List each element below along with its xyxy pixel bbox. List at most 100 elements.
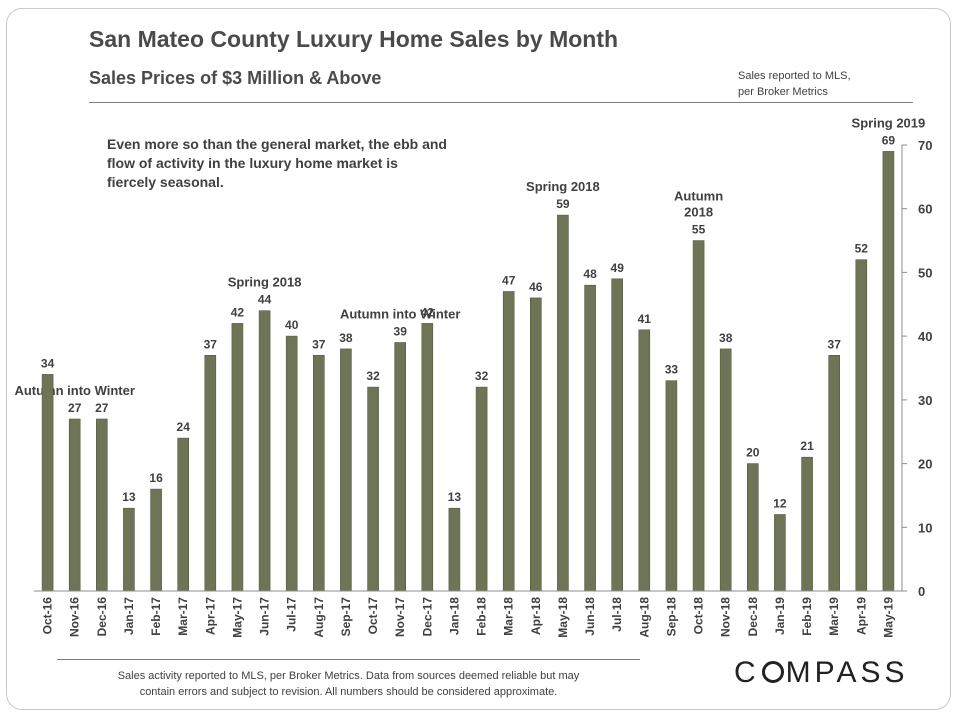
y-tick-label: 0 (918, 584, 925, 599)
bar (285, 335, 298, 592)
y-tick-label: 70 (918, 138, 932, 153)
x-tick-label: Nov-18 (719, 597, 733, 637)
bar (41, 374, 54, 592)
bar (611, 278, 624, 592)
data-label: 37 (204, 337, 218, 351)
y-tick-label: 60 (918, 202, 932, 217)
data-label: 52 (855, 242, 869, 256)
x-tick-label: Jun-18 (583, 597, 597, 636)
data-label: 46 (529, 280, 543, 294)
x-tick-label: Jul-18 (610, 597, 624, 632)
x-tick-label: Dec-16 (95, 597, 109, 637)
logo-text-end: MPASS (785, 656, 909, 689)
data-label: 55 (692, 223, 706, 237)
source-note-line: Sales reported to MLS, (738, 70, 851, 82)
annotation-label: Spring 2018 (526, 179, 600, 194)
x-tick-label: Jan-17 (122, 597, 136, 635)
data-label: 39 (394, 325, 408, 339)
x-tick-label: Oct-17 (366, 597, 380, 635)
data-label: 32 (475, 369, 489, 383)
bar (801, 456, 813, 592)
x-tick-label: Aug-17 (312, 597, 326, 638)
bar (774, 514, 786, 592)
data-label: 24 (177, 420, 191, 434)
x-tick-label: Aug-18 (637, 597, 651, 638)
bar (638, 329, 651, 592)
data-label: 12 (773, 497, 787, 511)
bar (828, 354, 841, 592)
bar (68, 418, 81, 592)
data-label: 59 (556, 197, 570, 211)
x-tick-label: May-18 (556, 597, 570, 638)
x-tick-label: Mar-18 (502, 597, 516, 636)
y-tick-label: 10 (918, 520, 932, 535)
data-label: 40 (285, 318, 299, 332)
bar (448, 507, 461, 592)
x-tick-label: Apr-17 (203, 597, 217, 635)
bar (557, 214, 569, 592)
annotation-label: Spring 2019 (852, 115, 926, 130)
x-tick-label: Jan-18 (447, 597, 461, 635)
x-tick-label: Jul-17 (285, 597, 299, 632)
x-tick-label: Sep-17 (339, 597, 353, 637)
data-label: 33 (665, 363, 679, 377)
bar (177, 437, 189, 592)
bar (96, 418, 108, 592)
chart-title: San Mateo County Luxury Home Sales by Mo… (89, 26, 619, 52)
data-label: 37 (828, 337, 842, 351)
x-tick-label: Nov-17 (393, 597, 407, 637)
slide-frame (6, 8, 951, 710)
data-label: 21 (800, 439, 814, 453)
bar (367, 386, 379, 592)
data-label: 32 (366, 369, 380, 383)
x-tick-label: Mar-19 (827, 597, 841, 636)
bar (719, 348, 732, 592)
x-tick-label: Feb-19 (800, 597, 814, 636)
x-tick-label: Feb-17 (149, 597, 163, 636)
footer-line: contain errors and subject to revision. … (139, 686, 558, 698)
annotation-label: 2018 (684, 205, 713, 220)
data-label: 13 (448, 490, 462, 504)
bar (421, 323, 434, 592)
x-tick-label: Oct-16 (41, 597, 55, 635)
x-tick-label: Oct-18 (692, 597, 706, 635)
bar (394, 342, 407, 592)
x-tick-label: Dec-17 (420, 597, 434, 637)
bar (746, 463, 759, 592)
bar (231, 323, 244, 592)
x-tick-label: Jan-19 (773, 597, 787, 635)
bar (204, 354, 217, 592)
data-label: 44 (258, 293, 272, 307)
annotation-label: Spring 2018 (228, 275, 302, 290)
annotation-label: Autumn into Winter (340, 307, 460, 322)
chart-subtitle: Sales Prices of $3 Million & Above (89, 68, 382, 88)
footer-line: Sales activity reported to MLS, per Brok… (117, 670, 580, 682)
y-tick-label: 50 (918, 265, 932, 280)
bar (665, 380, 678, 592)
bar (529, 297, 542, 592)
data-label: 38 (719, 331, 733, 345)
y-tick-label: 30 (918, 393, 932, 408)
header-divider (89, 102, 913, 103)
x-tick-label: Jun-17 (258, 597, 272, 636)
x-tick-label: Nov-16 (68, 597, 82, 637)
data-label: 41 (638, 312, 652, 326)
data-label: 27 (95, 401, 109, 415)
bar (258, 310, 271, 592)
bar (855, 259, 868, 592)
x-tick-label: Dec-18 (746, 597, 760, 637)
data-label: 38 (339, 331, 353, 345)
y-tick-label: 20 (918, 457, 932, 472)
annotation-layer: Autumn into Winter Spring 2018 Autumn into… (14, 115, 925, 398)
data-label: 27 (68, 401, 82, 415)
axes-layer: Oct-16 Nov-16 Dec-16 Jan-17 Feb-17 Mar-17 Apr-… (34, 138, 932, 638)
bar (882, 151, 895, 592)
annotation-label: Autumn into Winter (14, 383, 134, 398)
footer-divider (57, 659, 640, 660)
logo-text-start: C (734, 656, 760, 689)
annotation-label: Autumn (674, 189, 723, 204)
data-label: 37 (312, 337, 326, 351)
bar (312, 354, 325, 592)
data-label: 49 (611, 261, 625, 275)
